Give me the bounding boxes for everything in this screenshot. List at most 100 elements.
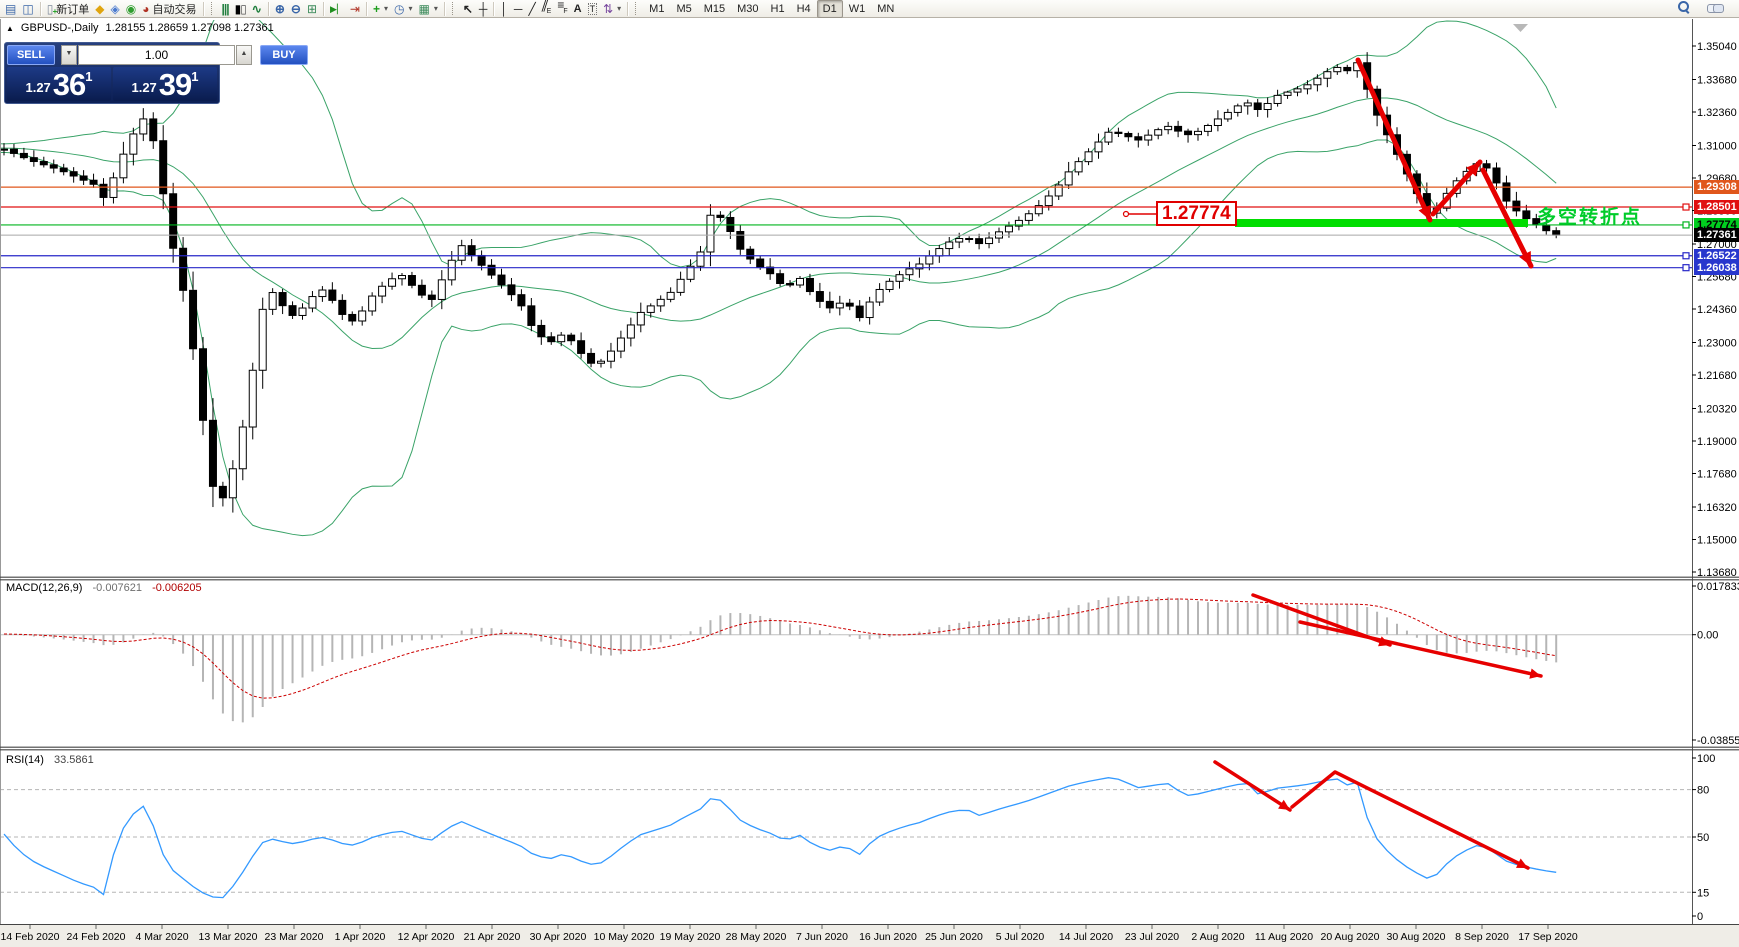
annotation-arrow[interactable] bbox=[1480, 167, 1534, 269]
dropdown-arrow-icon[interactable]: ▾ bbox=[433, 4, 438, 13]
metaeditor-button[interactable]: ◆ bbox=[92, 1, 107, 17]
candle-body bbox=[0, 148, 8, 151]
candle-body bbox=[238, 426, 247, 470]
sell-price-prefix: 1.27 bbox=[25, 80, 51, 95]
data-window-button[interactable]: ◫ bbox=[19, 1, 36, 17]
trade-panel-collapse-icon[interactable]: ▲ bbox=[6, 23, 14, 33]
candle-body bbox=[368, 295, 377, 312]
candle-body bbox=[1134, 136, 1143, 141]
date-axis-strip bbox=[0, 925, 1739, 947]
bar-chart-mode-button[interactable]: ||| bbox=[219, 1, 232, 17]
pivot-price-label[interactable]: 1.27774 bbox=[1156, 201, 1237, 226]
macd-axis-label: 0.017833 bbox=[1697, 581, 1739, 593]
chart-shift-button[interactable]: ⇥ bbox=[347, 1, 363, 17]
community-chat-button[interactable] bbox=[1704, 1, 1727, 17]
candlestick-mode-button[interactable]: ▮▯ bbox=[232, 1, 249, 17]
macd-indicator-label: MACD(12,26,9) -0.007621 -0.006205 bbox=[6, 582, 202, 594]
cursor-button[interactable]: ↖ bbox=[460, 1, 476, 17]
strategy-tester-button[interactable]: ◈ bbox=[108, 1, 123, 17]
templates-button[interactable]: ▦ ▾ bbox=[415, 1, 440, 17]
price-level-axis-label[interactable]: 1.28501 bbox=[1694, 200, 1739, 215]
timeframe-w1[interactable]: W1 bbox=[848, 2, 866, 15]
chart-shift-triangle-icon[interactable] bbox=[1513, 24, 1528, 32]
candle-body bbox=[935, 248, 944, 257]
candle-body bbox=[427, 294, 436, 300]
vertical-line-button[interactable]: │ bbox=[497, 1, 511, 17]
crosshair-icon: ┼ bbox=[478, 1, 488, 16]
arrows-shapes-button[interactable]: ⇅ ▾ bbox=[600, 1, 624, 17]
dropdown-arrow-icon[interactable]: ▾ bbox=[408, 4, 413, 13]
fibonacci-retracement-button[interactable]: ≡F bbox=[554, 0, 570, 17]
level-endpoint-marker[interactable] bbox=[1682, 264, 1690, 272]
candle-body bbox=[1522, 210, 1531, 220]
indicators-button[interactable]: + ▾ bbox=[370, 1, 391, 17]
text-label-button[interactable]: T bbox=[585, 1, 601, 17]
autotrading-label: 自动交易 bbox=[152, 3, 197, 16]
level-endpoint-marker[interactable] bbox=[1682, 252, 1690, 260]
one-click-trading-panel: SELL ▼ ▲ BUY 1.27 36 1 1.27 39 1 bbox=[4, 42, 308, 104]
horizontal-line-button[interactable]: ─ bbox=[511, 1, 526, 17]
shapes-icon: ⇅ bbox=[603, 1, 614, 16]
tile-windows-button[interactable]: ⊞ bbox=[304, 1, 320, 17]
timeframe-h1[interactable]: H1 bbox=[770, 2, 785, 15]
rsi-axis-label: 80 bbox=[1697, 785, 1709, 797]
chat-icon bbox=[1707, 1, 1724, 17]
pivot-support-bar[interactable] bbox=[1235, 219, 1528, 227]
buy-button[interactable]: BUY bbox=[260, 45, 308, 65]
price-tick-label: 1.20320 bbox=[1697, 403, 1737, 415]
candle-body bbox=[1094, 141, 1103, 153]
timeframe-m15[interactable]: M15 bbox=[703, 2, 726, 15]
periods-button[interactable]: ◷ ▾ bbox=[391, 1, 416, 17]
line-chart-mode-button[interactable]: ∿ bbox=[249, 1, 265, 17]
price-level-axis-label[interactable]: 1.29308 bbox=[1694, 180, 1739, 195]
price-tick-label: 1.35040 bbox=[1697, 41, 1737, 53]
volume-down-button[interactable]: ▼ bbox=[61, 45, 77, 65]
new-order-button[interactable]: ▯ + 新订单 bbox=[44, 1, 93, 17]
toolbar-right-icons bbox=[1675, 0, 1727, 17]
auto-scroll-button[interactable]: ▶▏ bbox=[327, 1, 347, 17]
pivot-leader-dot bbox=[1122, 210, 1130, 218]
zoom-out-button[interactable]: ⊖ bbox=[288, 1, 304, 17]
price-level-axis-label[interactable]: 1.26038 bbox=[1694, 260, 1739, 275]
level-endpoint-marker[interactable] bbox=[1682, 203, 1690, 211]
pivot-annotation-text[interactable]: 多空转折点 bbox=[1537, 207, 1643, 228]
rsi-name: RSI(14) bbox=[6, 754, 44, 766]
autotrading-button[interactable]: ◕ 自动交易 bbox=[139, 1, 199, 17]
price-tick-label: 1.21680 bbox=[1697, 370, 1737, 382]
market-watch-button[interactable]: ▤ bbox=[2, 1, 19, 17]
volume-input[interactable] bbox=[78, 45, 235, 65]
timeframe-mn[interactable]: MN bbox=[877, 2, 895, 15]
date-tick-label: 30 Apr 2020 bbox=[530, 931, 587, 943]
timeframe-h4[interactable]: H4 bbox=[796, 2, 811, 15]
crosshair-button[interactable]: ┼ bbox=[476, 1, 491, 17]
candle-body bbox=[746, 248, 755, 260]
date-tick-label: 25 Jun 2020 bbox=[925, 931, 983, 943]
trendline-button[interactable]: ╱ bbox=[525, 1, 538, 17]
level-endpoint-marker[interactable] bbox=[1682, 221, 1690, 229]
sell-button[interactable]: SELL bbox=[7, 45, 55, 65]
annotation-arrow[interactable] bbox=[1298, 620, 1543, 678]
annotation-arrow[interactable] bbox=[1213, 760, 1292, 812]
price-tick-label: 1.23000 bbox=[1697, 337, 1737, 349]
candle-body bbox=[1203, 124, 1212, 132]
text-button[interactable]: A bbox=[571, 1, 585, 17]
macd-axis-label: -0.038559 bbox=[1697, 735, 1739, 747]
annotation-arrow[interactable] bbox=[1290, 770, 1530, 870]
zoom-in-button[interactable]: ⊕ bbox=[272, 1, 288, 17]
date-tick-label: 28 May 2020 bbox=[726, 931, 787, 943]
timeframe-d1[interactable]: D1 bbox=[816, 0, 843, 18]
timeframe-m30[interactable]: M30 bbox=[737, 2, 759, 15]
volume-up-button[interactable]: ▲ bbox=[236, 45, 252, 65]
equidistant-channel-button[interactable]: ∥E bbox=[539, 0, 555, 17]
candle-body bbox=[1273, 94, 1282, 104]
annotation-arrow[interactable] bbox=[1355, 57, 1433, 223]
sell-price[interactable]: 1.27 36 1 bbox=[7, 67, 111, 101]
timeframe-m5[interactable]: M5 bbox=[676, 2, 692, 15]
dropdown-arrow-icon[interactable]: ▾ bbox=[383, 4, 388, 13]
symbol-search-button[interactable] bbox=[1675, 0, 1692, 17]
timeframe-m1[interactable]: M1 bbox=[649, 2, 665, 15]
dropdown-arrow-icon[interactable]: ▾ bbox=[617, 4, 622, 13]
buy-price[interactable]: 1.27 39 1 bbox=[113, 67, 217, 101]
alerts-button[interactable]: ◉ bbox=[123, 1, 139, 17]
price-level-axis-label[interactable]: 1.26522 bbox=[1694, 248, 1739, 263]
